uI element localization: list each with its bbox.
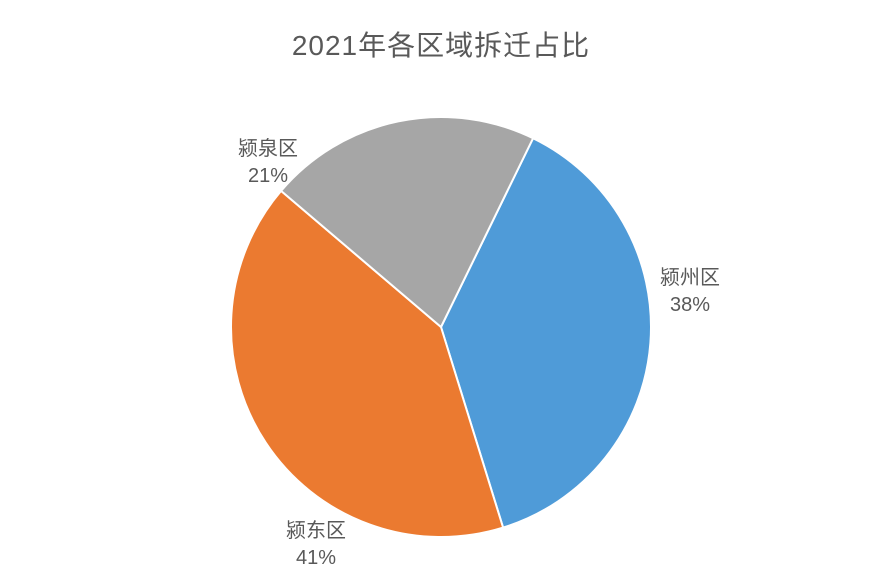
slice-name: 颍泉区 (238, 138, 298, 160)
slice-percent: 41% (286, 545, 346, 572)
slice-percent: 21% (238, 163, 298, 190)
slice-percent: 38% (660, 292, 720, 319)
chart-title: 2021年各区域拆迁占比 (0, 24, 882, 64)
pie-chart-area: 颍州区 38% 颍东区 41% 颍泉区 21% (0, 80, 882, 574)
slice-label: 颍东区 41% (286, 518, 346, 572)
slice-label: 颍州区 38% (660, 265, 720, 319)
slice-label: 颍泉区 21% (238, 136, 298, 190)
slice-name: 颍东区 (286, 520, 346, 542)
slice-name: 颍州区 (660, 267, 720, 289)
